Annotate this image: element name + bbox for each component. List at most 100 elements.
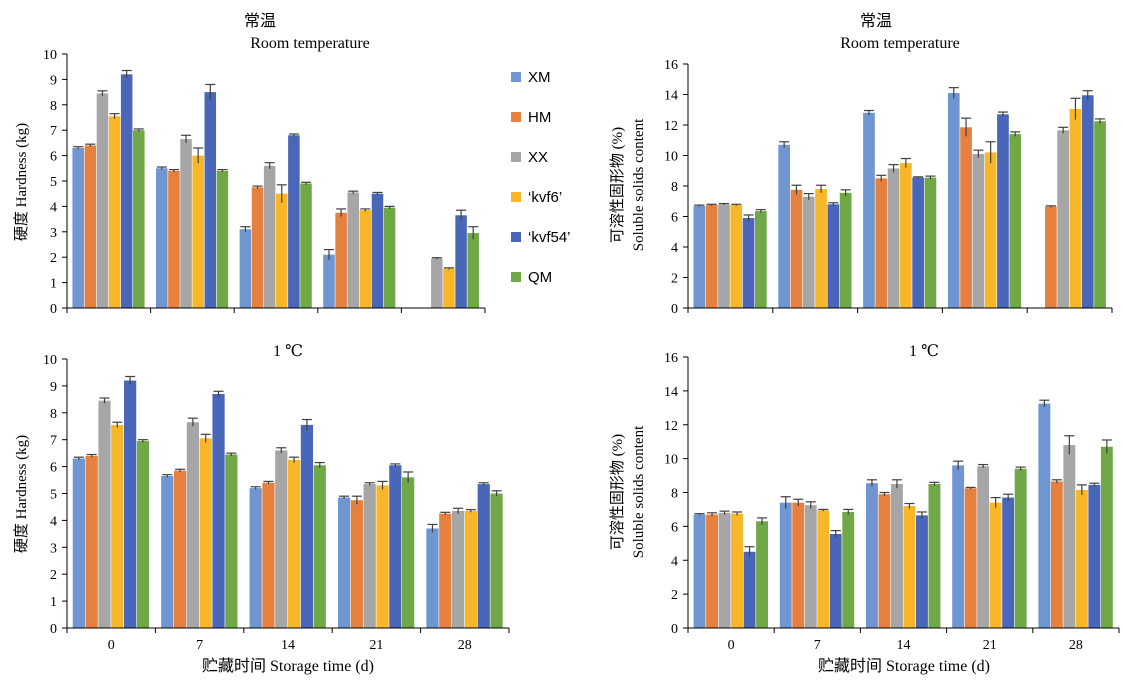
y-tick-label: 6 (671, 211, 678, 226)
bar-kvf6-day-21 (989, 502, 1002, 628)
legend: XM HM XX ‘kvf6’ ‘kvf54’ QM (511, 69, 571, 286)
bar-HM-day-21 (335, 212, 347, 308)
bar-kvf6-day-7 (192, 155, 204, 308)
bar-kvf6-day-28 (1075, 489, 1088, 628)
y-tick-label: 6 (671, 520, 678, 535)
bar-XX-day-0 (96, 93, 109, 309)
bar-kvf6-day-14 (903, 506, 916, 628)
y-tick-label: 1 (50, 277, 57, 292)
bar-kvf54-day-7 (829, 534, 842, 628)
chart-3-ylabel: 硬度 Hardness (kg) (13, 435, 30, 553)
y-tick-label: 0 (671, 622, 678, 637)
y-tick-label: 2 (50, 251, 57, 266)
bar-XX-day-0 (718, 204, 730, 308)
bar-kvf6-day-7 (815, 189, 827, 308)
chart-2-subtitle: Room temperature (840, 35, 960, 52)
x-tick-label: 7 (196, 638, 203, 653)
bar-HM-day-14 (251, 187, 264, 308)
bar-HM-day-7 (790, 189, 803, 308)
chart-3-hardness-1c: 0 1 2 3 4 5 6 7 8 9 10 0 7 14 21 28 (43, 353, 510, 653)
bar-HM-day-14 (875, 178, 888, 309)
bar-HM-day-0 (84, 145, 97, 308)
bar-XX-day-0 (98, 400, 111, 628)
bar-HM-day-28 (1045, 206, 1057, 308)
bar-QM-day-0 (756, 521, 768, 628)
bar-XM-day-21 (952, 465, 965, 628)
bar-kvf54-day-7 (204, 92, 217, 308)
y-tick-label: 10 (664, 453, 678, 468)
bar-XX-day-21 (972, 153, 985, 308)
bar-kvf54-day-0 (742, 218, 755, 308)
bar-QM-day-28 (467, 233, 479, 308)
bar-QM-day-14 (300, 183, 312, 308)
legend-swatch-xx (511, 152, 521, 162)
bar-QM-day-14 (924, 177, 937, 308)
bar-QM-day-28 (490, 493, 503, 628)
y-tick-label: 4 (50, 200, 57, 215)
chart-2-ylabel-cn: 可溶性固形物 (%) (609, 127, 626, 243)
legend-label-hm: HM (528, 109, 551, 126)
bar-XX-day-14 (891, 484, 903, 628)
x-tick-label: 14 (897, 638, 911, 653)
legend-swatch-qm (511, 272, 521, 282)
bar-QM-day-21 (383, 207, 396, 308)
legend-swatch-hm (511, 112, 521, 122)
bar-XM-day-21 (323, 254, 335, 308)
bar-XX-day-7 (804, 505, 817, 628)
bar-QM-day-28 (1094, 121, 1106, 308)
bar-QM-day-7 (225, 454, 238, 628)
bar-XX-day-28 (1057, 130, 1069, 308)
y-tick-label: 1 (50, 595, 57, 610)
bar-QM-day-21 (402, 477, 415, 628)
bar-HM-day-7 (173, 470, 187, 628)
chart-4-title: 1 ℃ (909, 343, 939, 360)
bar-kvf54-day-28 (1088, 484, 1101, 628)
bar-kvf6-day-0 (731, 513, 743, 628)
bar-XM-day-21 (337, 497, 351, 628)
bar-XM-day-28 (426, 528, 439, 628)
bar-kvf54-day-7 (827, 204, 840, 308)
x-tick-label: 0 (728, 638, 735, 653)
y-tick-label: 10 (43, 48, 57, 63)
bar-HM-day-0 (85, 455, 98, 628)
bar-HM-day-14 (878, 494, 891, 628)
bar-kvf54-day-28 (477, 484, 490, 628)
bar-kvf6-day-0 (730, 205, 743, 308)
bar-HM-day-7 (168, 170, 180, 308)
bar-QM-day-21 (1014, 468, 1027, 628)
bar-kvf6-day-28 (1069, 108, 1082, 309)
chart-4-ssc-1c: 0 2 4 6 8 10 12 14 16 0 7 14 21 28 (664, 351, 1120, 653)
bar-XX-day-21 (977, 466, 990, 628)
y-tick-label: 8 (50, 99, 57, 114)
bar-XM-day-7 (156, 168, 168, 308)
y-tick-label: 6 (50, 150, 57, 165)
y-tick-label: 12 (664, 119, 678, 134)
x-tick-label: 28 (458, 638, 472, 653)
y-tick-label: 2 (50, 568, 57, 583)
bar-QM-day-14 (313, 465, 326, 628)
bar-HM-day-28 (439, 513, 452, 628)
y-tick-label: 4 (50, 514, 57, 529)
chart-2-ylabel-en: Soluble solids content (631, 118, 647, 251)
bar-QM-day-7 (839, 192, 852, 308)
bar-kvf6-day-14 (276, 193, 288, 308)
bar-XM-day-0 (693, 514, 706, 628)
chart-4-ylabel-cn: 可溶性固形物 (%) (609, 434, 626, 550)
bar-XX-day-28 (451, 510, 465, 628)
y-tick-label: 14 (664, 89, 678, 104)
bar-XM-day-7 (161, 476, 174, 628)
bar-kvf6-day-0 (111, 424, 124, 628)
chart-3-title: 1 ℃ (273, 343, 303, 360)
bar-QM-day-0 (133, 130, 145, 308)
bar-kvf54-day-28 (1081, 95, 1094, 308)
bar-kvf54-day-0 (743, 551, 756, 628)
bar-XM-day-28 (1038, 403, 1051, 628)
y-tick-label: 0 (50, 622, 57, 637)
bar-QM-day-21 (1009, 134, 1022, 308)
chart-1-subtitle: Room temperature (250, 35, 370, 52)
bar-kvf54-day-28 (455, 215, 467, 308)
bar-kvf6-day-0 (108, 116, 121, 308)
bar-XX-day-14 (887, 168, 900, 308)
legend-swatch-kvf6 (511, 192, 521, 202)
chart-2-ssc-room-temp: 0 2 4 6 8 10 12 14 16 (664, 58, 1113, 317)
